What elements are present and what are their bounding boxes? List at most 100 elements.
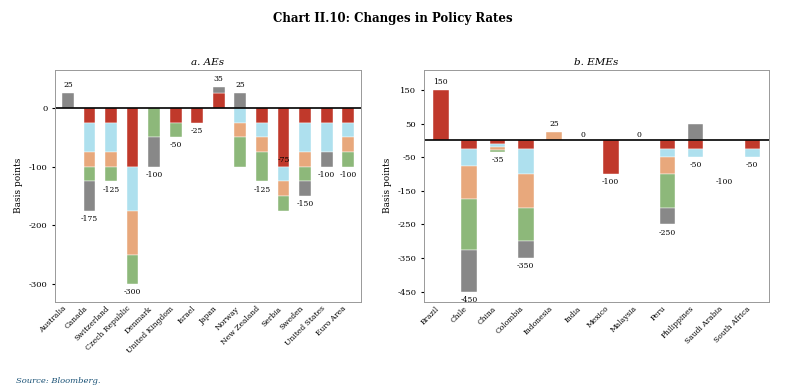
Bar [688,123,703,140]
Bar [518,208,534,241]
Bar [256,152,268,182]
Bar [170,123,181,137]
Bar [518,174,534,208]
Bar [321,123,333,152]
Text: -300: -300 [124,288,141,296]
Bar [342,123,354,137]
Bar [299,152,311,167]
Text: -175: -175 [81,215,98,223]
Text: -100: -100 [318,171,335,179]
Text: -450: -450 [461,296,478,304]
Text: -100: -100 [602,178,619,186]
Bar [659,149,675,157]
Text: Chart II.10: Changes in Policy Rates: Chart II.10: Changes in Policy Rates [272,12,513,25]
Text: -125: -125 [102,185,119,194]
Bar [490,140,506,144]
Text: 25: 25 [63,81,73,89]
Bar [490,151,506,152]
Bar [256,108,268,123]
Text: 0: 0 [580,131,585,139]
Bar [148,137,160,167]
Bar [688,149,703,157]
Bar [62,93,74,108]
Bar [170,108,181,123]
Bar [659,157,675,174]
Bar [342,137,354,152]
Bar [235,137,246,167]
Bar [546,132,562,140]
Bar [278,167,290,182]
Text: -50: -50 [170,141,182,149]
Bar [744,140,760,149]
Text: -150: -150 [297,200,314,208]
Text: 25: 25 [550,120,559,128]
Bar [105,123,117,152]
Bar [126,167,138,211]
Bar [659,208,675,224]
Text: 25: 25 [236,81,245,89]
Bar [299,108,311,123]
Bar [126,108,138,167]
Text: -50: -50 [689,161,702,170]
Bar [213,93,225,108]
Bar [83,182,95,211]
Bar [603,140,619,174]
Bar [342,108,354,123]
Text: -25: -25 [191,127,203,135]
Bar [105,108,117,123]
Bar [659,174,675,208]
Text: 0: 0 [637,131,641,139]
Bar [148,108,160,137]
Text: 35: 35 [214,75,224,83]
Bar [462,166,477,199]
Bar [278,108,290,167]
Bar [83,108,95,123]
Text: -250: -250 [659,229,676,236]
Bar [83,167,95,182]
Bar [462,250,477,292]
Bar [299,167,311,182]
Text: 150: 150 [433,78,448,86]
Title: a. AEs: a. AEs [192,58,225,67]
Bar [126,211,138,255]
Text: -35: -35 [491,156,504,164]
Title: b. EMEs: b. EMEs [575,58,619,67]
Y-axis label: Basis points: Basis points [383,158,392,214]
Bar [192,108,203,123]
Bar [490,147,506,151]
Bar [235,123,246,137]
Bar [518,140,534,149]
Text: Source: Bloomberg.: Source: Bloomberg. [16,377,100,385]
Bar [83,152,95,167]
Bar [321,108,333,123]
Bar [278,196,290,211]
Text: -100: -100 [340,171,357,179]
Bar [688,140,703,149]
Bar [235,93,246,108]
Bar [433,90,449,140]
Text: -100: -100 [145,171,162,179]
Text: -50: -50 [746,161,758,170]
Text: -100: -100 [715,178,732,186]
Bar [256,123,268,137]
Y-axis label: Basis points: Basis points [14,158,23,214]
Bar [462,199,477,250]
Bar [126,255,138,284]
Bar [235,108,246,123]
Text: -350: -350 [517,262,535,270]
Bar [299,182,311,196]
Bar [342,152,354,167]
Bar [105,167,117,182]
Bar [659,140,675,149]
Bar [321,152,333,167]
Bar [462,140,477,149]
Bar [490,144,506,147]
Text: -75: -75 [277,156,290,164]
Bar [83,123,95,152]
Bar [518,241,534,258]
Bar [278,182,290,196]
Bar [213,87,225,93]
Bar [299,123,311,152]
Bar [744,149,760,157]
Bar [462,149,477,166]
